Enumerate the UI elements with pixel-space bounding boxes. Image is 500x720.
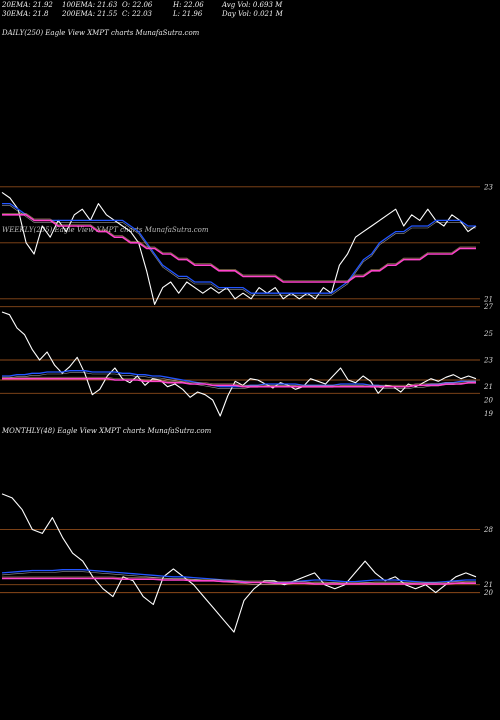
daily-panel-label: DAILY(250) Eagle View XMPT charts Munafa… [2, 29, 200, 37]
header-20ema: 20EMA: 21.92 [2, 1, 53, 9]
monthly-panel-label: MONTHLY(48) Eagle View XMPT charts Munaf… [2, 427, 212, 435]
weekly-y-tick: 25 [483, 330, 493, 338]
header-open: O: 22.06 [122, 1, 153, 9]
header-200ema: 200EMA: 21.55 [62, 10, 118, 18]
monthly-y-tick: 28 [483, 526, 493, 534]
monthly-ema-slow-line [2, 577, 476, 585]
daily-band-line [2, 205, 476, 296]
weekly-panel: 27 25 23 21 20 19 [0, 303, 493, 418]
daily-band-line [2, 213, 476, 281]
weekly-price-line [1, 311, 477, 417]
header-100ema: 100EMA: 21.63 [62, 1, 118, 9]
header-avg-vol: Avg Vol: 0.693 M [222, 1, 283, 9]
weekly-y-tick: 19 [484, 410, 493, 418]
monthly-band-line [2, 576, 476, 583]
header-30ema: 30EMA: 21.8 [2, 10, 49, 18]
weekly-y-tick: 23 [483, 357, 493, 365]
daily-y-tick: 21 [483, 295, 493, 303]
weekly-y-tick: 21 [483, 383, 493, 391]
daily-ema-fast-line [2, 202, 476, 294]
monthly-y-tick: 21 [483, 581, 493, 589]
header-close: C: 22.03 [122, 10, 152, 18]
monthly-y-tick: 20 [483, 589, 493, 597]
header-low: L: 21.96 [173, 10, 203, 18]
weekly-y-tick: 20 [483, 397, 493, 405]
weekly-ema-slow-line [2, 377, 476, 388]
header-day-vol: Day Vol: 0.021 M [222, 10, 283, 18]
header-high: H: 22.06 [173, 1, 204, 9]
weekly-y-tick: 27 [483, 303, 493, 311]
daily-panel: 23 21 [0, 183, 493, 305]
daily-price-line [1, 191, 477, 305]
weekly-band-line [2, 376, 476, 386]
daily-ema-slow-line [2, 214, 476, 283]
weekly-band-line [2, 372, 476, 390]
monthly-price-line [1, 493, 477, 633]
daily-y-tick: 23 [483, 183, 493, 191]
